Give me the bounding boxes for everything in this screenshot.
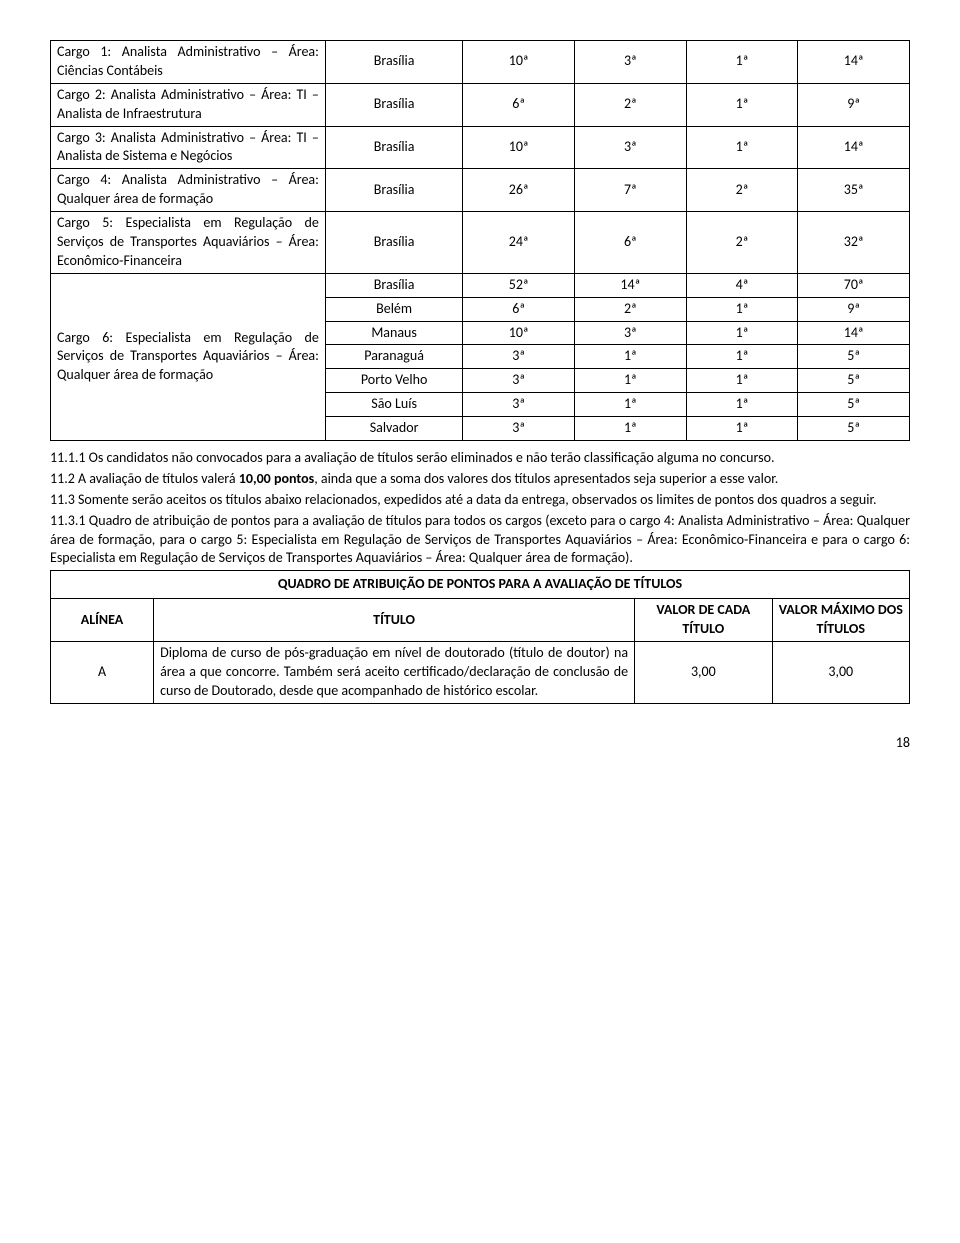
- value-cell: 6ª: [463, 297, 575, 321]
- paragraph-11-2-a: 11.2 A avaliação de títulos valerá: [50, 470, 239, 487]
- city-cell: Brasília: [325, 212, 462, 274]
- value-cell: 6ª: [574, 212, 686, 274]
- titles-header-alinea: ALÍNEA: [51, 599, 154, 642]
- value-cell: 14ª: [798, 321, 910, 345]
- titles-row-a-v1: 3,00: [635, 642, 772, 704]
- vacancy-table: Cargo 1: Analista Administrativo – Área:…: [50, 40, 910, 441]
- value-cell: 26ª: [463, 169, 575, 212]
- value-cell: 1ª: [686, 126, 798, 169]
- value-cell: 5ª: [798, 417, 910, 441]
- value-cell: 1ª: [686, 417, 798, 441]
- value-cell: 1ª: [574, 417, 686, 441]
- value-cell: 1ª: [686, 345, 798, 369]
- value-cell: 1ª: [686, 297, 798, 321]
- value-cell: 3ª: [463, 345, 575, 369]
- value-cell: 3ª: [574, 126, 686, 169]
- titles-header-valor-max: VALOR MÁXIMO DOS TÍTULOS: [772, 599, 909, 642]
- paragraph-11-2-bold: 10,00 pontos: [239, 470, 314, 487]
- value-cell: 9ª: [798, 83, 910, 126]
- titles-row-a-v2: 3,00: [772, 642, 909, 704]
- value-cell: 24ª: [463, 212, 575, 274]
- value-cell: 2ª: [686, 169, 798, 212]
- value-cell: 3ª: [463, 417, 575, 441]
- value-cell: 9ª: [798, 297, 910, 321]
- value-cell: 5ª: [798, 393, 910, 417]
- value-cell: 1ª: [686, 393, 798, 417]
- value-cell: 1ª: [686, 321, 798, 345]
- value-cell: 1ª: [686, 83, 798, 126]
- value-cell: 4ª: [686, 273, 798, 297]
- cargo-cell: Cargo 6: Especialista em Regulação de Se…: [51, 273, 326, 440]
- value-cell: 1ª: [574, 369, 686, 393]
- value-cell: 35ª: [798, 169, 910, 212]
- value-cell: 3ª: [463, 369, 575, 393]
- cargo-cell: Cargo 2: Analista Administrativo – Área:…: [51, 83, 326, 126]
- value-cell: 2ª: [686, 212, 798, 274]
- city-cell: Belém: [325, 297, 462, 321]
- city-cell: Porto Velho: [325, 369, 462, 393]
- titles-table: QUADRO DE ATRIBUIÇÃO DE PONTOS PARA A AV…: [50, 570, 910, 703]
- city-cell: Salvador: [325, 417, 462, 441]
- paragraph-11-2-c: , ainda que a soma dos valores dos títul…: [314, 470, 778, 487]
- value-cell: 5ª: [798, 369, 910, 393]
- value-cell: 32ª: [798, 212, 910, 274]
- page-number: 18: [50, 734, 910, 751]
- table-row: Cargo 6: Especialista em Regulação de Se…: [51, 273, 910, 297]
- city-cell: Paranaguá: [325, 345, 462, 369]
- value-cell: 1ª: [686, 369, 798, 393]
- value-cell: 2ª: [574, 83, 686, 126]
- city-cell: Brasília: [325, 126, 462, 169]
- value-cell: 10ª: [463, 321, 575, 345]
- city-cell: Brasília: [325, 83, 462, 126]
- paragraph-11-1-1: 11.1.1 Os candidatos não convocados para…: [50, 449, 910, 468]
- city-cell: Brasília: [325, 41, 462, 84]
- cargo-cell: Cargo 5: Especialista em Regulação de Se…: [51, 212, 326, 274]
- paragraph-11-3-1: 11.3.1 Quadro de atribuição de pontos pa…: [50, 512, 910, 569]
- titles-row-a-alinea: A: [51, 642, 154, 704]
- table-row: Cargo 3: Analista Administrativo – Área:…: [51, 126, 910, 169]
- titles-table-title: QUADRO DE ATRIBUIÇÃO DE PONTOS PARA A AV…: [51, 571, 910, 599]
- value-cell: 1ª: [574, 393, 686, 417]
- value-cell: 14ª: [798, 41, 910, 84]
- table-row: Cargo 4: Analista Administrativo – Área:…: [51, 169, 910, 212]
- city-cell: Manaus: [325, 321, 462, 345]
- value-cell: 1ª: [574, 345, 686, 369]
- table-row: Cargo 1: Analista Administrativo – Área:…: [51, 41, 910, 84]
- value-cell: 3ª: [574, 41, 686, 84]
- city-cell: São Luís: [325, 393, 462, 417]
- cargo-cell: Cargo 1: Analista Administrativo – Área:…: [51, 41, 326, 84]
- value-cell: 7ª: [574, 169, 686, 212]
- value-cell: 6ª: [463, 83, 575, 126]
- value-cell: 10ª: [463, 41, 575, 84]
- value-cell: 10ª: [463, 126, 575, 169]
- titles-header-titulo: TÍTULO: [154, 599, 635, 642]
- value-cell: 1ª: [686, 41, 798, 84]
- value-cell: 3ª: [574, 321, 686, 345]
- value-cell: 5ª: [798, 345, 910, 369]
- table-row: Cargo 5: Especialista em Regulação de Se…: [51, 212, 910, 274]
- table-row: Cargo 2: Analista Administrativo – Área:…: [51, 83, 910, 126]
- value-cell: 14ª: [574, 273, 686, 297]
- titles-row-a-titulo: Diploma de curso de pós-graduação em nív…: [154, 642, 635, 704]
- paragraph-11-3: 11.3 Somente serão aceitos os títulos ab…: [50, 491, 910, 510]
- city-cell: Brasília: [325, 273, 462, 297]
- cargo-cell: Cargo 3: Analista Administrativo – Área:…: [51, 126, 326, 169]
- value-cell: 52ª: [463, 273, 575, 297]
- value-cell: 70ª: [798, 273, 910, 297]
- value-cell: 2ª: [574, 297, 686, 321]
- value-cell: 3ª: [463, 393, 575, 417]
- cargo-cell: Cargo 4: Analista Administrativo – Área:…: [51, 169, 326, 212]
- paragraph-11-2: 11.2 A avaliação de títulos valerá 10,00…: [50, 470, 910, 489]
- city-cell: Brasília: [325, 169, 462, 212]
- value-cell: 14ª: [798, 126, 910, 169]
- titles-header-valor-cada: VALOR DE CADA TÍTULO: [635, 599, 772, 642]
